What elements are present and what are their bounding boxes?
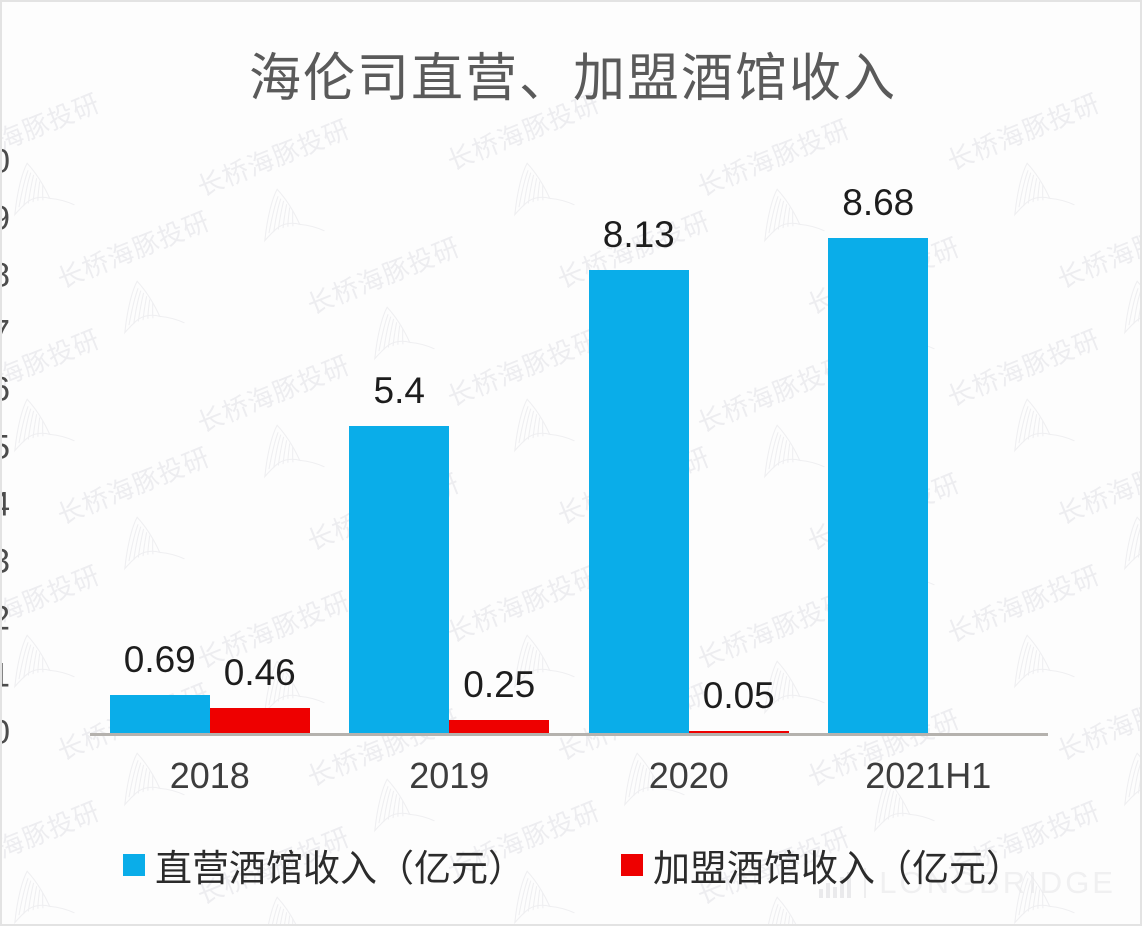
bar-value-label: 0.25	[463, 663, 536, 705]
bar-2018-franchise	[209, 707, 310, 734]
watermark-text: 长桥海豚投研	[1052, 677, 1140, 767]
x-axis-tick-label: 2018	[169, 755, 250, 796]
chart-title: 海伦司直营、加盟酒馆收入	[248, 51, 897, 108]
legend-item-direct[interactable]: 直营酒馆收入（亿元）	[123, 838, 525, 892]
watermark-text: 长桥海豚投研	[1052, 205, 1140, 295]
bar-2019-franchise	[449, 719, 550, 734]
x-axis-baseline	[90, 733, 1048, 736]
y-axis-tick-label: 6	[2, 371, 10, 410]
bar-value-label: 5.4	[373, 369, 425, 411]
x-axis-tick-label: 2020	[648, 755, 729, 796]
bar-value-label: 8.13	[602, 213, 675, 255]
bar-2020-franchise	[688, 731, 789, 734]
brand-divider	[864, 868, 867, 898]
bar-value-label: 0.05	[702, 675, 775, 717]
y-axis-tick-label: 1	[2, 656, 10, 695]
watermark-dolphin-icon	[2, 621, 77, 696]
y-axis-tick-label: 3	[2, 542, 10, 581]
watermark-dolphin-icon	[1103, 739, 1140, 814]
bar-value-label: 0.46	[223, 651, 296, 693]
chart-legend: 直营酒馆收入（亿元） 加盟酒馆收入（亿元）	[2, 838, 1140, 892]
bar-2020-direct	[588, 269, 689, 734]
watermark-dolphin-icon	[1103, 503, 1140, 578]
y-axis-tick-label: 10	[2, 143, 10, 182]
legend-item-label: 直营酒馆收入（亿元）	[155, 849, 525, 890]
y-axis-tick-label: 0	[2, 714, 10, 753]
y-axis-tick-label: 8	[2, 257, 10, 296]
bar-2018-direct	[109, 694, 210, 734]
x-axis-tick-label: 2021H1	[865, 755, 992, 796]
legend-swatch-icon	[621, 854, 643, 876]
watermark-text: 长桥海豚投研	[1052, 441, 1140, 531]
brand-watermark: LONGBRIDGE	[819, 867, 1116, 898]
y-axis-tick-label: 5	[2, 428, 10, 467]
bar-value-label: 0.69	[123, 638, 196, 680]
y-axis-tick-label: 4	[2, 485, 10, 524]
bar-chart-logo-icon	[819, 872, 852, 898]
y-axis-tick-label: 9	[2, 200, 10, 239]
legend-item-label: 加盟酒馆收入（亿元）	[653, 849, 1023, 890]
watermark-dolphin-icon	[2, 385, 77, 460]
bar-2019-direct	[349, 425, 450, 734]
bar-value-label: 8.68	[842, 182, 915, 224]
bar-2021H1-direct	[828, 238, 929, 734]
watermark-dolphin-icon	[2, 149, 77, 224]
plot-area: 0.69 0.46 5.4 0.25 8.13 0.05 8.68	[90, 162, 1048, 734]
brand-name-label: LONGBRIDGE	[879, 865, 1116, 900]
y-axis-tick-label: 7	[2, 314, 10, 353]
legend-swatch-icon	[123, 854, 145, 876]
legend-item-franchise[interactable]: 加盟酒馆收入（亿元）	[621, 838, 1023, 892]
y-axis-tick-label: 2	[2, 599, 10, 638]
x-axis-tick-label: 2019	[409, 755, 490, 796]
watermark-dolphin-icon	[1103, 267, 1140, 342]
